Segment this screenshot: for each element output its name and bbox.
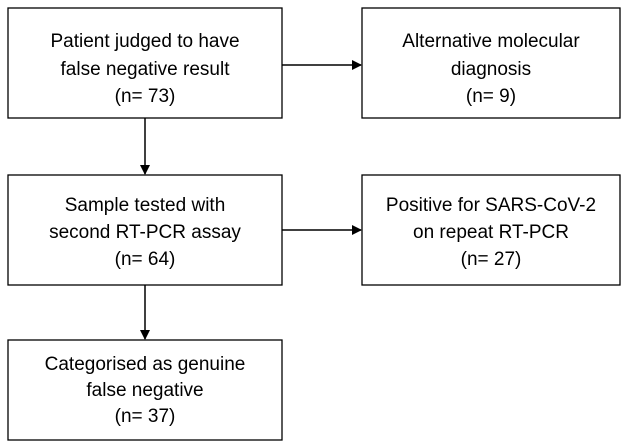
node-text: Categorised as genuine — [45, 354, 246, 375]
node-text: false negative result — [61, 59, 231, 80]
box — [7, 7, 283, 119]
box — [7, 339, 283, 441]
node-text: Sample tested with — [65, 195, 226, 216]
node-text: (n= 37) — [115, 406, 176, 427]
node-text: (n= 73) — [115, 86, 176, 107]
node-text: Positive for SARS-CoV-2 — [386, 195, 596, 216]
node-text: diagnosis — [451, 59, 531, 80]
box — [7, 174, 283, 286]
node-text: second RT-PCR assay — [49, 222, 241, 243]
node-text: (n= 9) — [466, 86, 516, 107]
node-text: on repeat RT-PCR — [413, 222, 569, 243]
node-text: (n= 27) — [461, 249, 522, 270]
node-text: false negative — [86, 380, 203, 401]
node-text: Patient judged to have — [50, 31, 239, 52]
box — [361, 7, 621, 119]
node-text: (n= 64) — [115, 249, 176, 270]
node-text: Alternative molecular — [402, 31, 580, 52]
box — [361, 174, 621, 286]
